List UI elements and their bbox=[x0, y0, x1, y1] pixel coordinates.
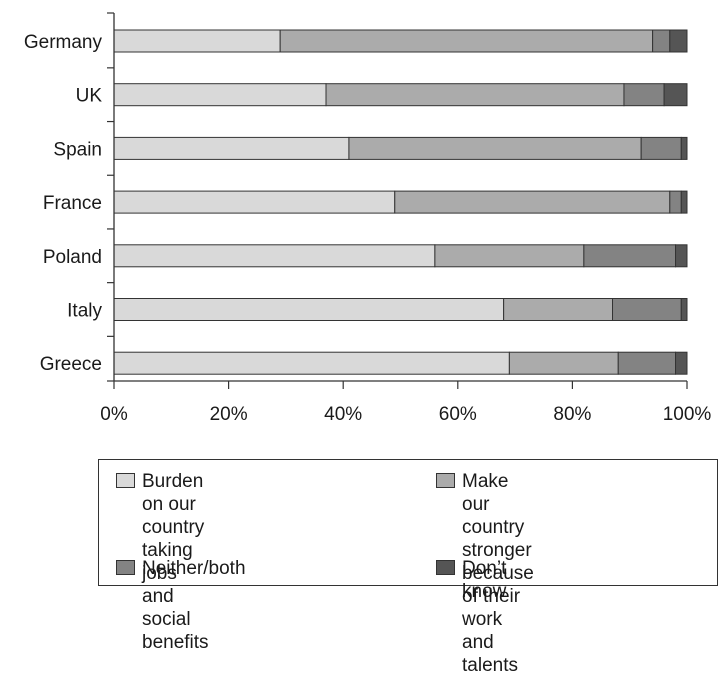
bar-segment-france-2 bbox=[669, 190, 682, 214]
legend-swatch-neither bbox=[116, 560, 135, 575]
bar-segment-spain-1 bbox=[348, 136, 642, 160]
bar-segment-italy-2 bbox=[612, 298, 682, 321]
category-label-france: France bbox=[43, 193, 102, 214]
x-tick-label: 80% bbox=[553, 404, 591, 425]
bar-segment-greece-3 bbox=[675, 351, 688, 375]
bar-segment-france-0 bbox=[113, 190, 396, 214]
category-label-italy: Italy bbox=[67, 301, 102, 322]
bar-segment-france-1 bbox=[394, 190, 671, 214]
x-tick-label: 0% bbox=[100, 404, 128, 425]
category-label-uk: UK bbox=[76, 86, 103, 107]
bar-segment-poland-1 bbox=[434, 244, 585, 268]
bar-segment-germany-0 bbox=[113, 29, 281, 53]
bar-segment-greece-1 bbox=[508, 351, 619, 375]
bar-segment-italy-0 bbox=[113, 298, 505, 321]
legend-label-stronger-line3: talents bbox=[462, 655, 518, 676]
bar-segment-greece-0 bbox=[113, 351, 510, 375]
category-label-germany: Germany bbox=[24, 32, 103, 53]
legend-swatch-burden bbox=[116, 473, 135, 488]
bar-segment-poland-3 bbox=[675, 244, 688, 268]
bar-segment-germany-1 bbox=[279, 29, 654, 53]
legend-label-dont-know: Don’t know bbox=[462, 558, 507, 602]
category-label-poland: Poland bbox=[43, 247, 102, 268]
bar-segment-spain-3 bbox=[680, 136, 688, 160]
bar-segment-germany-3 bbox=[669, 29, 688, 53]
legend-label-neither: Neither/both bbox=[142, 558, 246, 579]
bar-segment-uk-0 bbox=[113, 83, 327, 107]
bar-segment-greece-2 bbox=[617, 351, 677, 375]
category-label-greece: Greece bbox=[40, 354, 102, 375]
bar-segment-italy-3 bbox=[680, 298, 688, 321]
bar-segment-germany-2 bbox=[652, 29, 671, 53]
bar-segment-uk-2 bbox=[623, 83, 665, 107]
bar-segment-spain-0 bbox=[113, 136, 350, 160]
x-tick-label: 60% bbox=[439, 404, 477, 425]
legend-label-burden-line1: Burden on our country taking bbox=[142, 471, 205, 561]
bar-segment-italy-1 bbox=[503, 298, 614, 321]
bar-segment-spain-2 bbox=[640, 136, 682, 160]
category-label-spain: Spain bbox=[53, 139, 102, 160]
legend-swatch-stronger bbox=[436, 473, 455, 488]
stacked-bar-chart: Germany UK Spain France Poland Italy Greece 0% 2… bbox=[24, 12, 712, 425]
x-tick-label: 20% bbox=[210, 404, 248, 425]
x-tick-label: 100% bbox=[663, 404, 712, 425]
chart-legend: Burden on our country taking jobs and so… bbox=[98, 459, 718, 676]
bar-segment-france-3 bbox=[680, 190, 688, 214]
bar-segment-uk-3 bbox=[663, 83, 688, 107]
legend-swatch-dont-know bbox=[436, 560, 455, 575]
x-tick-label: 40% bbox=[324, 404, 362, 425]
bar-segment-uk-1 bbox=[325, 83, 625, 107]
legend-label-stronger-line1: Make our country stronger bbox=[462, 471, 532, 561]
bar-segment-poland-2 bbox=[583, 244, 677, 268]
bar-segment-poland-0 bbox=[113, 244, 436, 268]
